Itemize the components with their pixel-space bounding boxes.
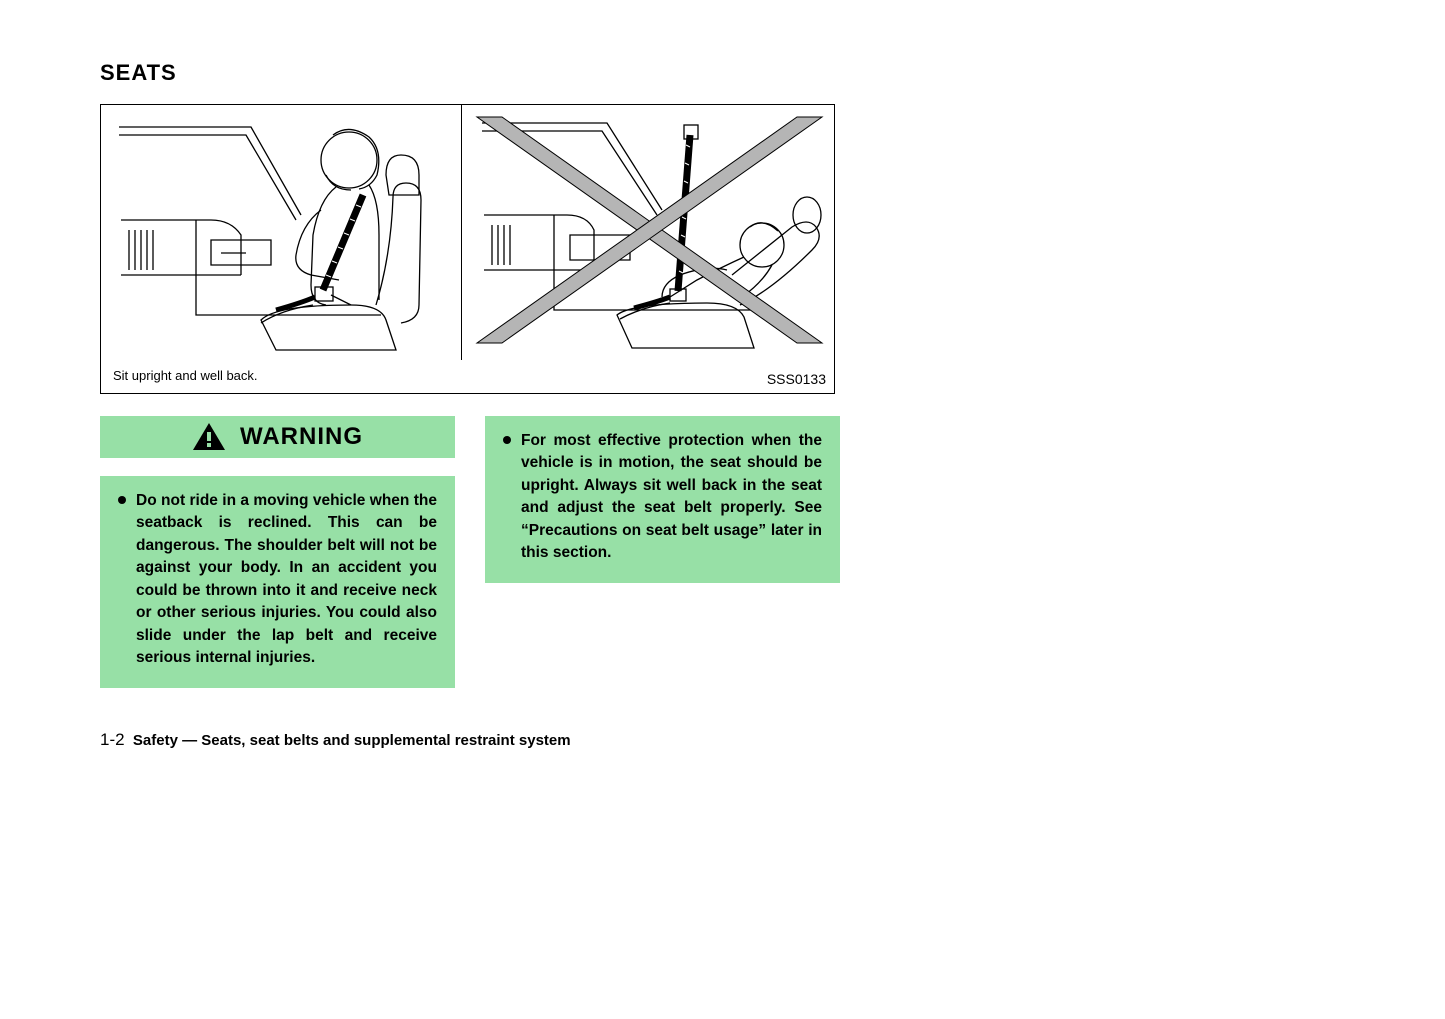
warning-triangle-icon <box>192 422 226 452</box>
footer-text: Safety — Seats, seat belts and supplemen… <box>133 732 571 749</box>
warning-column-left: WARNING Do not ride in a moving vehicle … <box>100 416 455 688</box>
figure-panel-correct <box>101 105 461 360</box>
warning-bullet-text: For most effective protection when the v… <box>521 430 822 565</box>
warning-bullet-text: Do not ride in a moving vehicle when the… <box>136 490 437 670</box>
figure-panel-incorrect <box>462 105 835 360</box>
seat-reclined-illustration <box>462 105 835 360</box>
warning-title: WARNING <box>240 423 363 451</box>
bullet-dot-icon <box>118 496 126 504</box>
warning-columns: WARNING Do not ride in a moving vehicle … <box>100 416 850 688</box>
page-number: 1-2 <box>100 730 125 749</box>
warning-bullet: For most effective protection when the v… <box>503 430 822 565</box>
warning-body-left: Do not ride in a moving vehicle when the… <box>100 476 455 688</box>
figure-code: SSS0133 <box>767 371 826 387</box>
section-title: SEATS <box>100 60 850 86</box>
warning-column-right: For most effective protection when the v… <box>485 416 840 688</box>
warning-header: WARNING <box>100 416 455 458</box>
seat-figure: Sit upright and well back. SSS0133 <box>100 104 835 394</box>
page-footer: 1-2 Safety — Seats, seat belts and suppl… <box>100 730 571 750</box>
bullet-dot-icon <box>503 436 511 444</box>
figure-caption: Sit upright and well back. <box>113 368 258 383</box>
seat-upright-illustration <box>101 105 461 360</box>
warning-bullet: Do not ride in a moving vehicle when the… <box>118 490 437 670</box>
warning-body-right: For most effective protection when the v… <box>485 416 840 583</box>
